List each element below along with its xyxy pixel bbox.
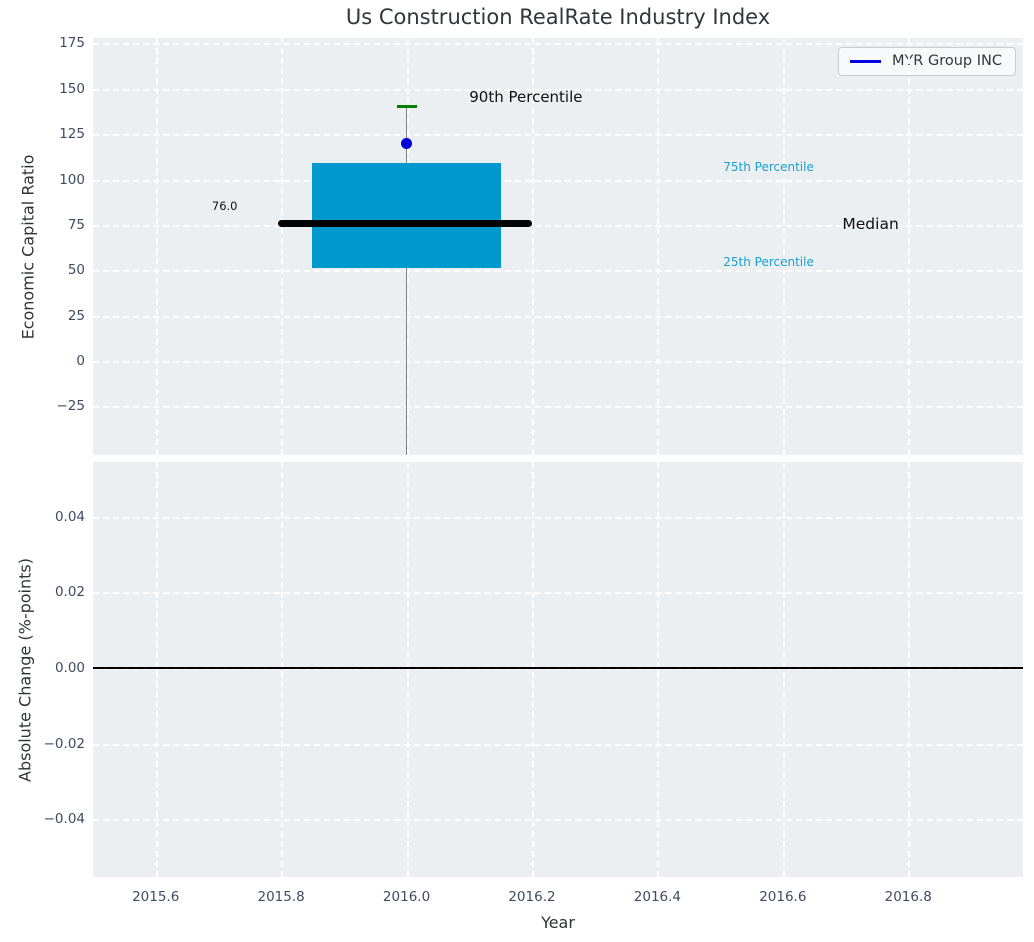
x-axis-label: Year [541,913,575,932]
annotation: 25th Percentile [723,255,814,270]
zero-reference-line [93,667,1023,669]
x-tick-label: 2016.2 [508,889,556,905]
top-axes: MYR Group INC 90th Percentile 75th Percen… [93,38,1023,455]
gridline-horizontal [93,224,1023,227]
gridline-horizontal [93,592,1023,595]
annotation: 90th Percentile [469,87,583,106]
gridline-horizontal [93,43,1023,46]
y-tick-label: 150 [59,80,85,97]
gridline-vertical [782,38,785,455]
y-tick-label: 75 [67,216,85,233]
gridline-horizontal [93,361,1023,363]
y-tick-label: 0 [76,353,85,369]
legend-line-sample [849,59,881,63]
x-tick-label: 2016.0 [382,889,431,905]
y-tick-label: 0.04 [54,508,85,525]
annotation: 75th Percentile [723,159,814,174]
gridline-horizontal [93,667,1023,670]
y-tick-label: −25 [56,398,86,415]
y-tick-label: 100 [59,171,85,188]
median-line [277,219,532,227]
company-value-marker [401,137,413,149]
gridline-vertical [531,38,534,455]
iqr-box [312,163,501,269]
gridline-horizontal [93,516,1023,519]
y-tick-label: 25 [67,307,85,324]
gridline-horizontal [93,743,1023,746]
y-tick-label: 175 [59,35,85,52]
gridline-horizontal [93,315,1023,318]
x-tick-label: 2016.4 [633,889,682,905]
gridline-horizontal [93,819,1023,822]
gridline-vertical [657,38,660,455]
gridline-horizontal [93,134,1023,137]
p90-cap [396,105,417,109]
gridline-vertical [908,38,911,455]
y-tick-label: 125 [59,126,85,143]
gridline-horizontal [93,88,1023,91]
gridline-vertical [281,38,284,455]
x-tick-label: 2015.8 [257,889,305,905]
legend-label: MYR Group INC [891,53,1002,69]
annotation: Median [842,214,899,233]
chart-title: Us Construction RealRate Industry Index [345,5,771,29]
annotation: 76.0 [211,198,238,213]
x-tick-label: 2015.6 [132,889,180,905]
bottom-axes [93,462,1023,877]
x-tick-label: 2016.6 [759,889,807,905]
y-tick-label: 0.02 [54,584,85,601]
y-tick-label: −0.02 [43,735,85,752]
gridline-vertical [155,38,158,455]
gridline-horizontal [93,270,1023,273]
x-tick-label: 2016.8 [884,889,932,905]
whisker-line [405,106,408,455]
y-tick-label: 50 [67,262,85,279]
y-tick-label: −0.04 [43,811,85,828]
gridline-horizontal [93,406,1023,409]
gridline-horizontal [93,179,1023,182]
legend: MYR Group INC [837,47,1016,76]
y-tick-label: 0.00 [54,659,85,676]
